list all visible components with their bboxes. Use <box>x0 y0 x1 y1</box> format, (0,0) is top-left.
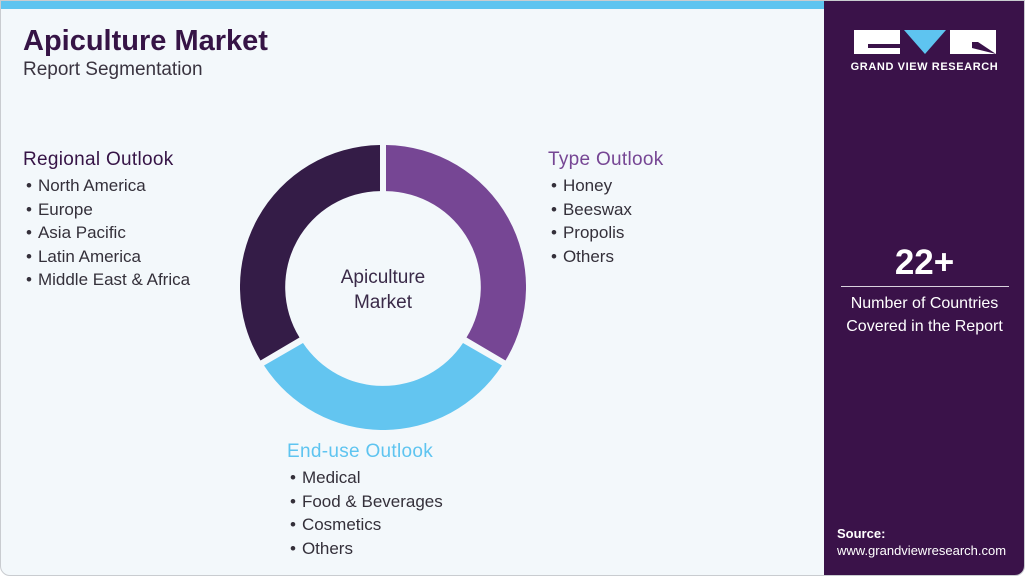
type-outlook-group: Type Outlook Honey Beeswax Propolis Othe… <box>548 149 664 268</box>
list-item: Others <box>287 537 443 561</box>
enduse-outlook-list: Medical Food & Beverages Cosmetics Other… <box>287 466 443 560</box>
stat-divider <box>841 286 1009 287</box>
page-title: Apiculture Market <box>23 25 268 57</box>
stat-desc-line2: Covered in the Report <box>846 318 1003 335</box>
sidebar-panel <box>824 1 1024 575</box>
donut-center-label: Apiculture Market <box>303 265 463 315</box>
donut-segment-regional <box>240 145 380 361</box>
source-url[interactable]: www.grandviewresearch.com <box>837 543 1007 558</box>
type-outlook-list: Honey Beeswax Propolis Others <box>548 174 664 268</box>
list-item: Honey <box>548 174 664 198</box>
list-item: Medical <box>287 466 443 490</box>
gvr-logo-icon <box>854 30 996 54</box>
donut-segment-enduse <box>264 343 502 430</box>
top-accent-bar <box>1 1 824 9</box>
list-item: Beeswax <box>548 198 664 222</box>
regional-outlook-title: Regional Outlook <box>23 149 174 170</box>
list-item: Middle East & Africa <box>23 268 190 292</box>
list-item: North America <box>23 174 190 198</box>
enduse-outlook-title: End-use Outlook <box>287 441 434 462</box>
list-item: Food & Beverages <box>287 490 443 514</box>
list-item: Europe <box>23 198 190 222</box>
donut-center-line1: Apiculture <box>340 267 426 288</box>
list-item: Others <box>548 245 664 269</box>
enduse-outlook-group: End-use Outlook Medical Food & Beverages… <box>287 441 443 560</box>
countries-description: Number of Countries Covered in the Repor… <box>824 292 1024 338</box>
regional-outlook-list: North America Europe Asia Pacific Latin … <box>23 174 190 292</box>
page-subtitle: Report Segmentation <box>23 59 203 80</box>
brand-name: GRAND VIEW RESEARCH <box>850 61 999 73</box>
donut-segment-type <box>386 145 526 361</box>
segmentation-donut <box>240 145 526 430</box>
regional-outlook-group: Regional Outlook North America Europe As… <box>23 149 190 292</box>
stat-desc-line1: Number of Countries <box>850 295 999 312</box>
type-outlook-title: Type Outlook <box>548 149 664 170</box>
list-item: Asia Pacific <box>23 221 190 245</box>
countries-count: 22+ <box>894 243 955 282</box>
list-item: Cosmetics <box>287 513 443 537</box>
donut-center-line2: Market <box>353 292 413 313</box>
source-label: Source: <box>837 526 886 541</box>
list-item: Latin America <box>23 245 190 269</box>
list-item: Propolis <box>548 221 664 245</box>
